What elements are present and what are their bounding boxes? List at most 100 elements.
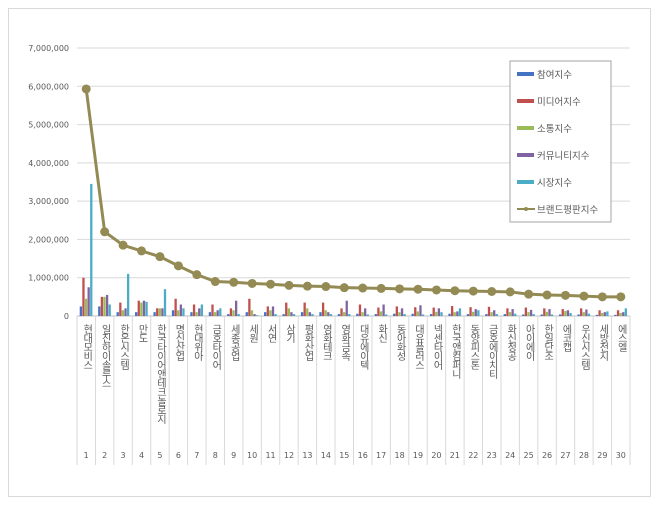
- bar-2-7: [192, 304, 196, 316]
- line-point-24: [505, 287, 515, 297]
- bar-3-15: [342, 312, 346, 316]
- bar-1-5: [153, 312, 156, 316]
- y-tick-label: 2,000,000: [28, 235, 69, 244]
- bar-1-14: [319, 312, 322, 316]
- bar-2-21: [450, 306, 454, 316]
- rank-label: 22: [468, 451, 478, 460]
- category-label: 한국앤컴퍼니: [449, 324, 461, 380]
- rank-label: 19: [413, 451, 423, 460]
- bar-1-12: [282, 314, 285, 316]
- bar-5-16: [366, 314, 369, 316]
- bar-4-29: [603, 312, 606, 316]
- line-point-13: [302, 281, 312, 291]
- bar-5-26: [550, 314, 554, 316]
- category-label: 금호타이어: [210, 324, 222, 371]
- bar-5-5: [163, 289, 167, 316]
- line-point-21: [450, 286, 460, 296]
- rank-label: 20: [431, 451, 441, 460]
- bar-4-13: [308, 312, 312, 316]
- rank-label: 27: [560, 451, 570, 460]
- category-label: 동양피스톤: [468, 324, 480, 370]
- bar-3-13: [306, 308, 309, 316]
- bar-4-7: [198, 308, 201, 316]
- bar-1-22: [466, 314, 470, 316]
- category-label: 현대위아: [191, 324, 203, 362]
- category-label: 한온시스템: [118, 324, 130, 370]
- bar-1-25: [522, 314, 525, 316]
- bar-4-12: [290, 312, 293, 316]
- line-point-7: [192, 270, 202, 280]
- bar-5-6: [182, 308, 185, 316]
- line-point-5: [155, 252, 165, 262]
- bar-2-6: [174, 298, 177, 316]
- bar-2-20: [432, 307, 435, 316]
- bar-2-24: [506, 308, 509, 316]
- line-point-20: [431, 285, 441, 295]
- y-tick-label: 1,000,000: [28, 274, 69, 283]
- line-point-17: [376, 283, 386, 293]
- chart-frame: [8, 8, 651, 497]
- category-label: 평화산업: [302, 324, 314, 361]
- bar-4-4: [142, 300, 146, 316]
- legend-label: 시장지수: [537, 178, 572, 189]
- legend-swatch-marker: [524, 207, 528, 211]
- line-point-9: [229, 277, 239, 287]
- y-tick-label: 7,000,000: [28, 44, 69, 53]
- bar-3-28: [582, 312, 585, 316]
- bar-1-27: [558, 314, 562, 316]
- bar-1-29: [595, 314, 599, 316]
- rank-label: 15: [339, 451, 349, 460]
- legend-label: 미디어지수: [537, 97, 581, 108]
- bar-4-8: [216, 310, 219, 316]
- line-point-15: [339, 283, 349, 293]
- bar-1-19: [411, 313, 414, 316]
- category-label: 한국타이어앤테크놀로지: [154, 324, 166, 425]
- bar-4-26: [548, 309, 551, 316]
- category-label: 동아화성: [394, 324, 406, 361]
- category-label: 화신정공: [505, 324, 517, 361]
- bar-5-10: [256, 315, 259, 316]
- bar-4-10: [253, 314, 256, 316]
- rank-label: 12: [284, 451, 294, 460]
- bar-4-15: [345, 300, 348, 316]
- rank-label: 10: [247, 451, 257, 460]
- bar-5-4: [145, 301, 148, 316]
- bar-1-16: [356, 313, 359, 316]
- bar-3-14: [324, 310, 327, 316]
- rank-label: 2: [102, 451, 107, 460]
- bar-5-29: [606, 311, 609, 316]
- category-label: 넥센타이어: [431, 324, 443, 371]
- bar-5-12: [292, 314, 296, 316]
- line-point-10: [247, 278, 257, 288]
- bar-2-29: [598, 310, 601, 316]
- y-tick-label: 5,000,000: [28, 121, 69, 130]
- line-point-18: [395, 284, 405, 294]
- rank-label: 25: [524, 451, 534, 460]
- category-label: 세종공업: [228, 324, 240, 361]
- bar-2-5: [156, 308, 159, 316]
- bar-2-28: [580, 308, 583, 316]
- bar-4-1: [87, 287, 90, 316]
- rank-label: 29: [597, 451, 607, 460]
- line-point-28: [579, 291, 589, 301]
- bar-1-9: [227, 314, 230, 316]
- bar-5-30: [624, 308, 627, 316]
- category-label: 한일단조: [542, 324, 554, 360]
- bar-4-18: [400, 308, 404, 316]
- bar-4-11: [271, 306, 275, 316]
- bar-2-4: [137, 300, 140, 316]
- bar-3-20: [435, 311, 438, 316]
- bar-1-21: [448, 313, 451, 316]
- bar-2-17: [377, 307, 380, 316]
- bar-5-17: [385, 314, 388, 316]
- bar-5-27: [569, 312, 572, 316]
- x-category-labels: 현대모비스 1 일진하이솔루스 2 한온시스템 3 만도 4 한국타이어앤테크놀로지 5 명신산업 6…: [81, 324, 627, 460]
- bar-5-21: [458, 308, 462, 316]
- rank-label: 17: [376, 451, 386, 460]
- y-tick-labels: 0 1,000,000 2,000,000 3,000,000 4,000,000 5,0…: [28, 44, 69, 321]
- rank-label: 3: [121, 451, 126, 460]
- bar-3-22: [472, 311, 475, 316]
- bar-2-11: [266, 306, 269, 316]
- bar-2-3: [119, 302, 122, 316]
- bar-2-14: [321, 302, 325, 316]
